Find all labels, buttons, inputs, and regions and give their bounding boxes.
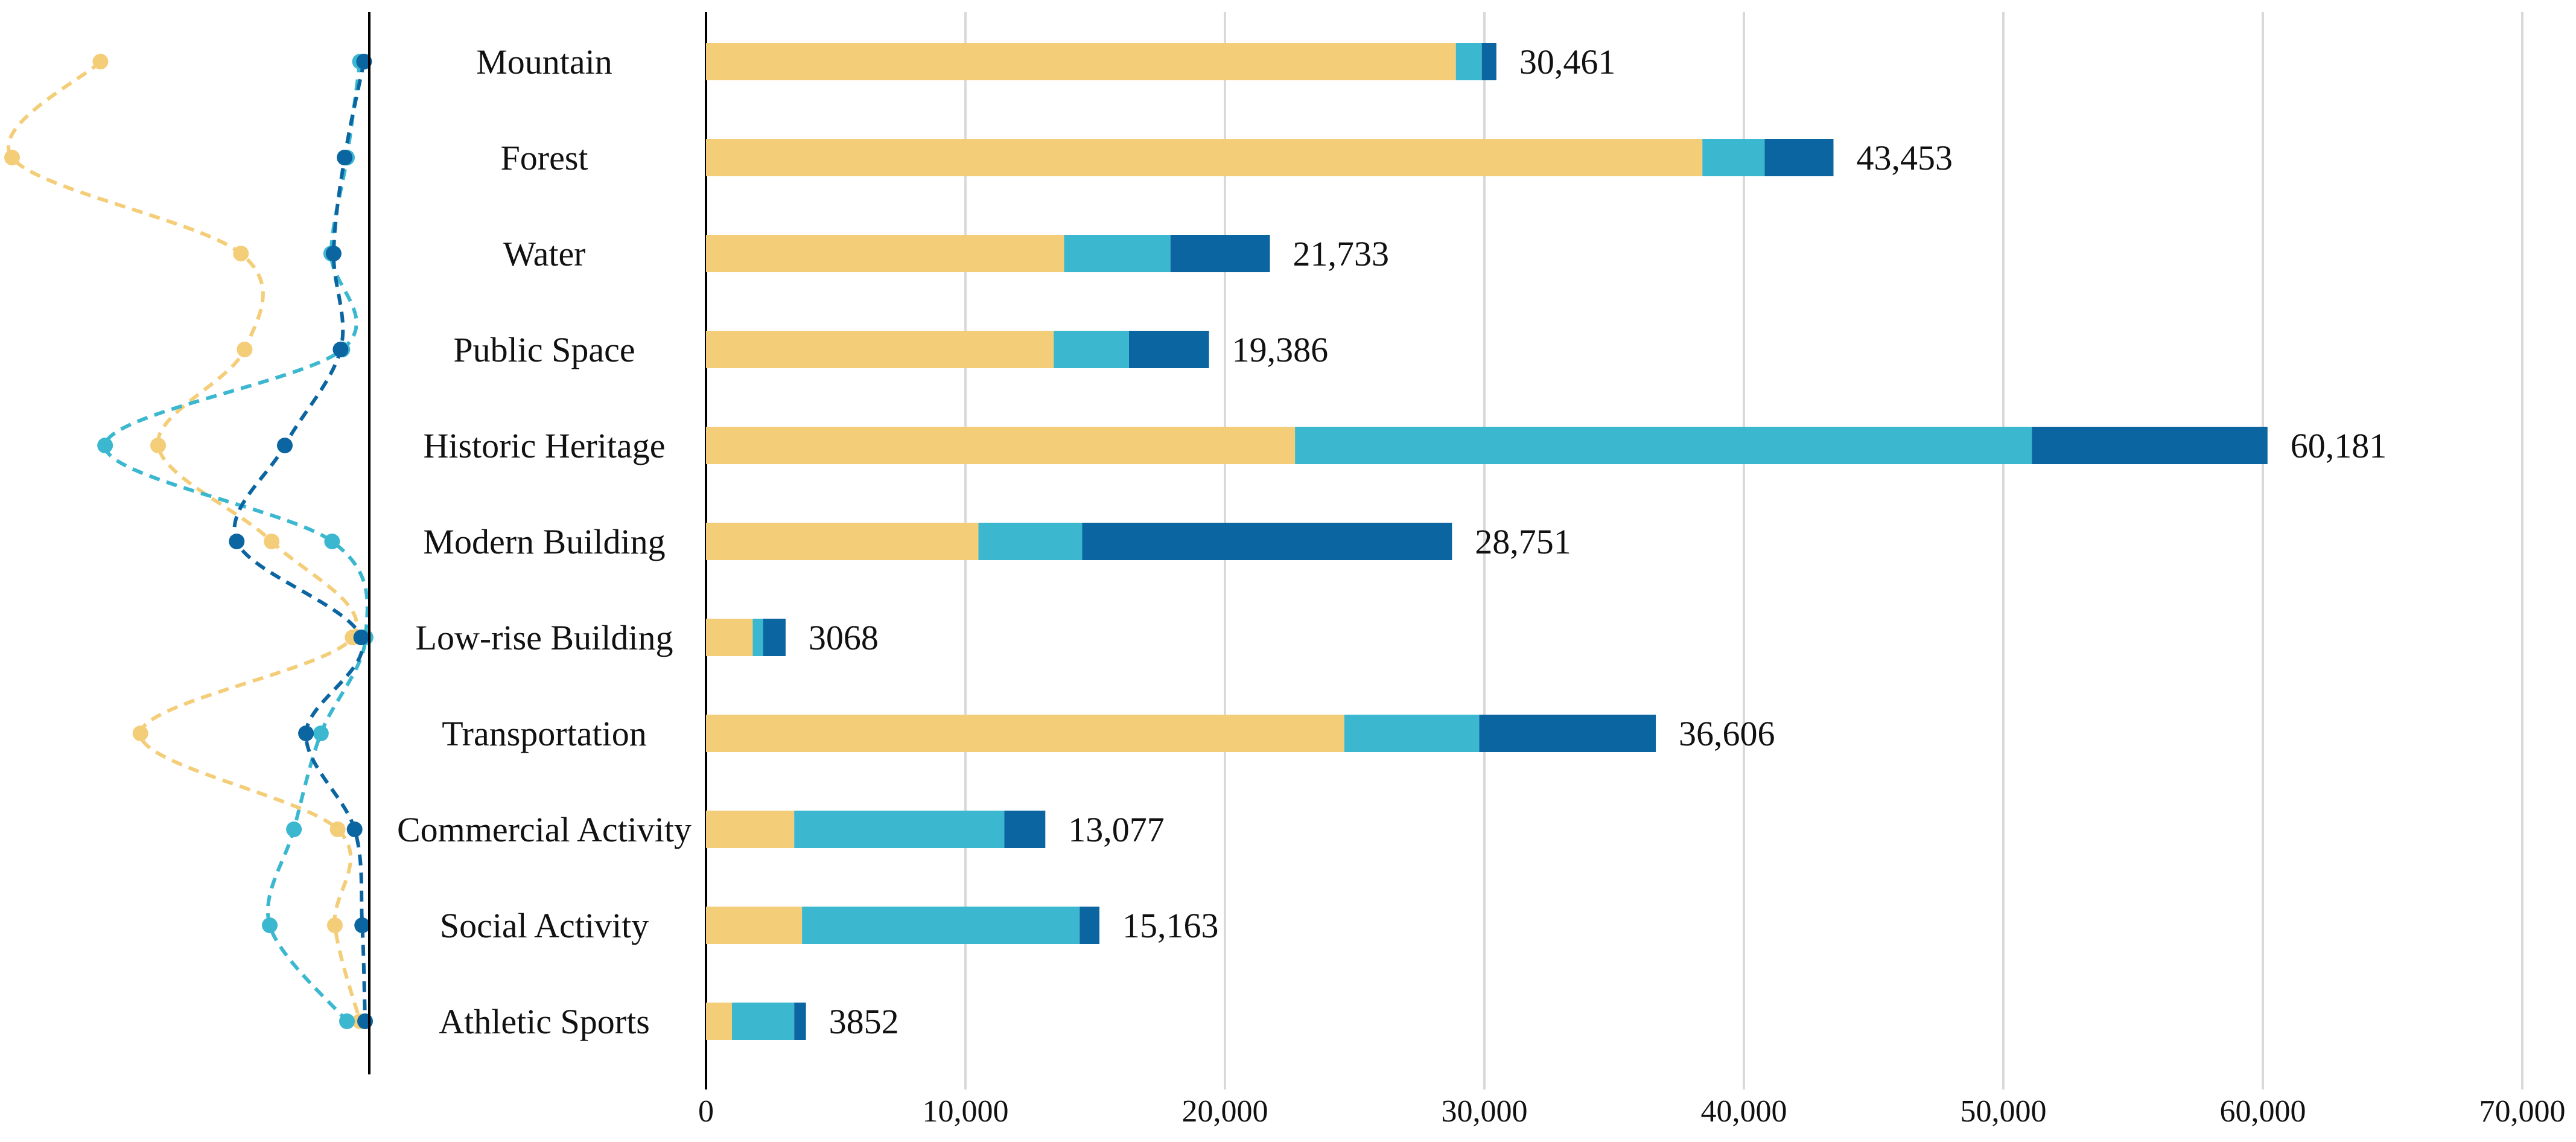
bar-3 <box>1128 331 1209 368</box>
profile-point-3 <box>346 821 363 837</box>
profile-point-3 <box>325 246 342 261</box>
category-label: Social Activity <box>440 906 649 945</box>
bar-1 <box>706 907 803 944</box>
bar-1 <box>706 139 1703 176</box>
profile-line-1 <box>7 60 362 1022</box>
profile-point-3 <box>277 438 293 453</box>
profile-point-3 <box>332 342 349 357</box>
bar-1 <box>706 715 1344 752</box>
profile-point-2 <box>262 917 278 933</box>
bar-2 <box>1064 235 1171 272</box>
category-label: Low-rise Building <box>416 618 673 657</box>
profile-point-2 <box>286 821 302 837</box>
total-label: 3068 <box>809 618 879 657</box>
profile-point-1 <box>4 150 20 165</box>
x-tick-label: 0 <box>698 1094 714 1129</box>
x-tick-label: 70,000 <box>2479 1094 2566 1129</box>
profile-point-3 <box>229 534 245 549</box>
bar-1 <box>706 619 753 656</box>
x-tick-label: 60,000 <box>2220 1094 2306 1129</box>
x-tick-label: 10,000 <box>923 1094 1009 1129</box>
bar-1 <box>706 811 795 848</box>
profile-point-3 <box>353 630 369 645</box>
category-label: Public Space <box>453 330 635 369</box>
total-label: 21,733 <box>1293 234 1390 273</box>
x-tick-label: 50,000 <box>1961 1094 2047 1129</box>
bar-3 <box>1479 715 1656 752</box>
total-label: 43,453 <box>1856 138 1953 177</box>
bar-2 <box>802 907 1080 944</box>
bar-1 <box>706 43 1456 80</box>
total-label: 19,386 <box>1232 330 1329 369</box>
profile-line-3 <box>232 61 367 1022</box>
bar-2 <box>1344 715 1480 752</box>
profile-point-2 <box>313 726 329 741</box>
bar-1 <box>706 427 1296 464</box>
grid-layer <box>964 12 2524 1089</box>
profile-point-2 <box>97 438 113 453</box>
bar-3 <box>794 1003 806 1040</box>
bar-2 <box>1455 43 1482 80</box>
bar-2 <box>752 619 763 656</box>
profile-point-1 <box>233 246 249 261</box>
bar-3 <box>1004 811 1046 848</box>
bar-1 <box>706 1003 732 1040</box>
category-label: Forest <box>501 138 588 177</box>
profile-point-1 <box>326 917 343 933</box>
bar-3 <box>1082 523 1452 560</box>
total-label: 3852 <box>829 1002 899 1041</box>
profile-point-1 <box>92 54 109 69</box>
bar-3 <box>1481 43 1496 80</box>
bar-3 <box>1764 139 1834 176</box>
x-tick-label: 40,000 <box>1701 1094 1787 1129</box>
total-label: 30,461 <box>1519 42 1616 81</box>
bar-1 <box>706 331 1054 368</box>
bar-2 <box>978 523 1083 560</box>
category-label: Transportation <box>442 714 646 753</box>
bar-1 <box>706 523 979 560</box>
bar-2 <box>732 1003 795 1040</box>
profile-point-1 <box>150 438 167 453</box>
total-label: 36,606 <box>1679 714 1775 753</box>
profile-point-3 <box>357 1013 374 1029</box>
bar-3 <box>763 619 786 656</box>
profile-point-1 <box>237 342 253 357</box>
total-label: 28,751 <box>1475 522 1571 561</box>
total-label: 60,181 <box>2291 426 2387 465</box>
profile-point-3 <box>298 726 314 741</box>
bar-2 <box>1054 331 1129 368</box>
profile-point-1 <box>329 821 346 837</box>
bar-3 <box>1170 235 1270 272</box>
bar-3 <box>2032 427 2268 464</box>
category-label: Commercial Activity <box>397 810 692 849</box>
profile-point-3 <box>356 54 372 69</box>
bar-1 <box>706 235 1064 272</box>
category-label: Athletic Sports <box>439 1002 650 1041</box>
total-label: 13,077 <box>1068 810 1165 849</box>
profile-point-2 <box>339 1013 355 1029</box>
profile-point-3 <box>354 917 370 933</box>
x-tick-label: 30,000 <box>1442 1094 1528 1129</box>
bar-2 <box>1702 139 1765 176</box>
bar-layer <box>706 43 2268 1040</box>
profile-point-3 <box>337 150 353 165</box>
profile-point-1 <box>132 726 148 741</box>
profile-point-1 <box>264 534 280 549</box>
bar-2 <box>1295 427 2032 464</box>
x-tick-label: 20,000 <box>1182 1094 1268 1129</box>
category-label: Historic Heritage <box>423 426 665 465</box>
label-layer: 0 10,000 20,000 30,000 40,000 50,000 60,000 70,… <box>397 42 2566 1129</box>
category-label: Water <box>503 234 585 273</box>
bar-3 <box>1080 907 1100 944</box>
category-label: Mountain <box>476 42 612 81</box>
category-label: Modern Building <box>423 522 665 561</box>
side-profile-plot <box>4 54 374 1029</box>
profile-line-2 <box>103 61 369 1022</box>
profile-point-2 <box>324 534 340 549</box>
total-label: 15,163 <box>1122 906 1219 945</box>
bar-2 <box>794 811 1005 848</box>
